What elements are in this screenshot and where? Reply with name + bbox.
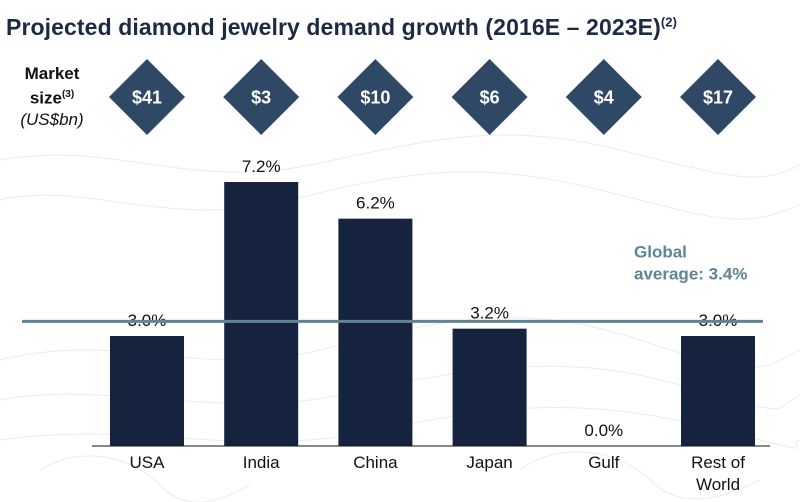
market-size-diamond-gulf bbox=[565, 59, 642, 135]
category-label-usa: USA bbox=[130, 453, 166, 472]
market-size-value-gulf: $4 bbox=[594, 88, 614, 108]
market-size-diamond-india bbox=[223, 59, 300, 135]
category-label-india: India bbox=[243, 453, 280, 472]
market-size-diamonds: $41 $3 $10 $6 $4 $17 bbox=[109, 59, 756, 135]
market-size-value-china: $10 bbox=[360, 88, 390, 108]
global-average-label-line1: Global bbox=[634, 242, 687, 261]
market-size-diamond-japan bbox=[451, 59, 528, 135]
value-label-india: 7.2% bbox=[242, 157, 281, 176]
bar-india bbox=[224, 182, 299, 446]
bar-japan bbox=[452, 328, 527, 446]
market-size-value-rest-of-world: $17 bbox=[703, 88, 733, 108]
market-size-label: Market size(3) (US$bn) bbox=[14, 63, 90, 130]
market-size-value-india: $3 bbox=[251, 88, 271, 108]
value-labels: 3.0%7.2%6.2%3.2%0.0%3.0% bbox=[128, 157, 738, 440]
chart-title: Projected diamond jewelry demand growth … bbox=[6, 14, 678, 40]
category-label-china: China bbox=[353, 453, 398, 472]
market-size-diamond-usa bbox=[109, 59, 185, 135]
market-size-diamond-china bbox=[337, 59, 414, 135]
value-label-gulf: 0.0% bbox=[584, 421, 623, 440]
bar-rest-of-world bbox=[681, 336, 755, 446]
value-label-china: 6.2% bbox=[356, 194, 395, 213]
bar-china bbox=[338, 218, 413, 446]
bar-usa bbox=[110, 336, 184, 446]
market-size-label-line1: Market bbox=[24, 64, 80, 83]
category-labels: USA India China Japan Gulf Rest of World bbox=[130, 453, 746, 494]
market-size-value-japan: $6 bbox=[480, 88, 500, 108]
global-average-label: Global average: 3.4% bbox=[634, 242, 747, 283]
market-size-diamond-rest-of-world bbox=[680, 59, 756, 135]
category-label-japan: Japan bbox=[466, 453, 512, 472]
market-size-label-line2: size(3) bbox=[29, 88, 75, 108]
market-size-value-usa: $41 bbox=[132, 88, 162, 108]
value-label-japan: 3.2% bbox=[470, 304, 509, 323]
bars bbox=[110, 182, 755, 446]
global-average-label-line2: average: 3.4% bbox=[634, 264, 747, 283]
category-label-rest-of-world: Rest of World bbox=[691, 453, 745, 494]
market-size-unit: (US$bn) bbox=[20, 109, 84, 129]
category-label-gulf: Gulf bbox=[588, 453, 619, 472]
